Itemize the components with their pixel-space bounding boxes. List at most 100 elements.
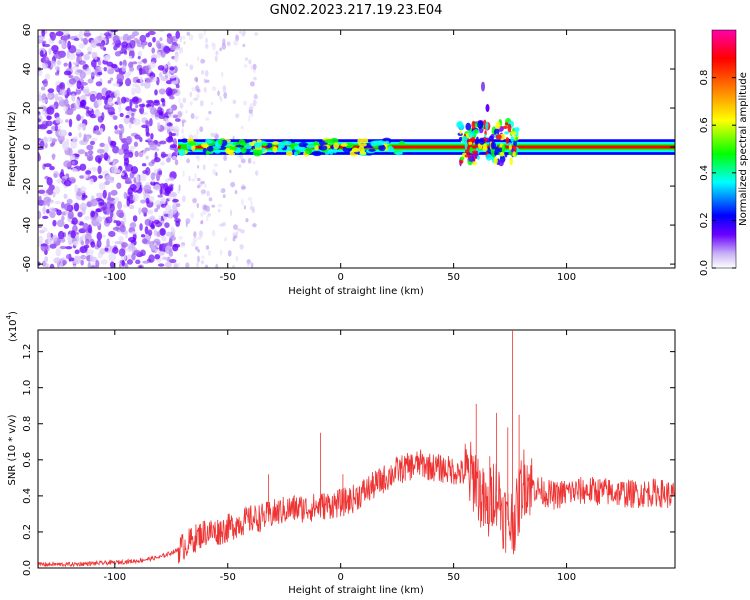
- spectrogram-blob: [72, 61, 79, 66]
- spectrogram-blob: [253, 94, 259, 100]
- disturbance-blob: [505, 137, 510, 144]
- spectrogram-blob: [78, 30, 84, 39]
- spectrogram-blob: [84, 151, 88, 157]
- spectrogram-blob: [116, 72, 125, 82]
- spectrogram-blob: [78, 43, 85, 49]
- spectrogram-blob: [60, 168, 64, 176]
- spectrogram-blob: [129, 98, 133, 108]
- spectrogram-blob: [79, 202, 87, 212]
- spectrogram-blob: [74, 184, 79, 193]
- spectrogram-blob: [47, 88, 55, 93]
- spectrogram-blob: [121, 96, 127, 104]
- spectrogram-blob: [97, 165, 102, 175]
- spectrogram-blob: [109, 111, 116, 115]
- band-blob: [333, 142, 340, 150]
- disturbance-blob: [485, 121, 489, 131]
- spectrogram-blob: [222, 221, 226, 227]
- spectrogram-blob: [220, 71, 224, 78]
- spectrogram-blob: [98, 201, 104, 206]
- spectrogram-blob: [138, 265, 143, 268]
- spectrogram-blob: [113, 45, 118, 51]
- spectrogram-blob: [172, 244, 179, 252]
- spectrogram-blob: [117, 201, 123, 210]
- spectrogram-blob: [59, 245, 67, 250]
- spectrogram-blob: [116, 96, 121, 105]
- spectrogram-blob: [96, 208, 101, 213]
- spectrogram-blob: [89, 140, 96, 146]
- spectrogram-blob: [42, 201, 48, 206]
- spectrogram-blob: [142, 149, 146, 156]
- spectrogram-blob: [202, 204, 208, 211]
- spectrogram-blob: [200, 220, 203, 225]
- spectrogram-blob: [243, 205, 246, 210]
- band-blob: [340, 142, 348, 147]
- spectrogram-blob: [144, 226, 149, 235]
- band-blob: [298, 141, 309, 148]
- spectrogram-blob: [55, 116, 61, 124]
- spectrogram-blob: [70, 230, 76, 239]
- spectrogram-blob: [227, 40, 232, 47]
- spectrogram-blob: [50, 142, 54, 147]
- spectrogram-blob: [178, 97, 181, 104]
- spectrogram-blob: [130, 108, 137, 112]
- spectrogram-blob: [160, 197, 167, 205]
- spectrogram-blob: [40, 86, 46, 91]
- spectrogram-blob: [46, 115, 52, 121]
- spectrogram-blob: [95, 111, 102, 117]
- spectrogram-blob: [148, 254, 155, 263]
- spectrogram-blob: [108, 230, 116, 238]
- spectrogram-blob: [161, 236, 167, 242]
- spectrogram-blob: [57, 230, 65, 240]
- disturbance-blob: [507, 123, 512, 133]
- spectrogram-blob: [108, 176, 115, 184]
- band-blob: [212, 145, 222, 150]
- disturbance-blob: [498, 160, 504, 167]
- band-blob: [214, 149, 221, 154]
- spectrogram-blob: [79, 140, 85, 145]
- band-blob: [318, 145, 328, 151]
- spectrogram-blob: [121, 259, 125, 267]
- spectrogram-blob: [252, 63, 257, 70]
- spectrogram-blob: [112, 34, 120, 44]
- band-blob: [296, 150, 301, 154]
- spectrogram-blob: [143, 80, 151, 89]
- spectrogram-blob: [172, 198, 179, 203]
- spectrogram-blob: [126, 111, 133, 115]
- spectrogram-blob: [229, 169, 232, 174]
- spectrogram-blob: [163, 45, 171, 54]
- spectrogram-blob: [130, 166, 139, 175]
- spectrogram-blob: [90, 210, 95, 218]
- spectrogram-blob: [72, 240, 79, 246]
- spectrogram-blob: [68, 132, 72, 137]
- spectrogram-blob: [70, 154, 76, 161]
- spectrogram-blob: [250, 65, 254, 70]
- spectrogram-blob: [75, 48, 82, 54]
- spectrogram-blob: [168, 131, 173, 139]
- spectrogram-blob: [43, 163, 52, 168]
- spectrogram-blob: [73, 37, 80, 41]
- spectrogram-blob: [132, 31, 139, 37]
- spectrogram-blob: [180, 46, 183, 50]
- disturbance-blob: [495, 134, 502, 140]
- spectrogram-blob: [151, 220, 155, 229]
- spectrogram-blob: [140, 234, 146, 238]
- spectrogram-blob: [121, 64, 127, 72]
- spectrogram-blob: [195, 85, 200, 92]
- spectrogram-blob: [248, 59, 252, 65]
- spectrogram-blob: [182, 170, 185, 177]
- spectrogram-blob: [168, 75, 176, 79]
- spectrogram-blob: [40, 243, 48, 247]
- spectrogram-blob: [54, 65, 60, 71]
- band-blob: [361, 137, 369, 144]
- spectrogram-blob: [141, 207, 148, 214]
- spectrogram-blob: [201, 69, 205, 75]
- spectrogram-blob: [205, 245, 210, 250]
- spectrogram-blob: [78, 60, 86, 65]
- spectrogram-blob: [61, 140, 70, 149]
- spectrogram-blob: [127, 187, 133, 196]
- spectrogram-blob: [200, 211, 204, 218]
- spectrogram-blob: [86, 154, 94, 162]
- spectrogram-blob: [208, 197, 213, 202]
- spectrogram-blob: [175, 220, 181, 227]
- spectrogram-blob: [49, 210, 56, 219]
